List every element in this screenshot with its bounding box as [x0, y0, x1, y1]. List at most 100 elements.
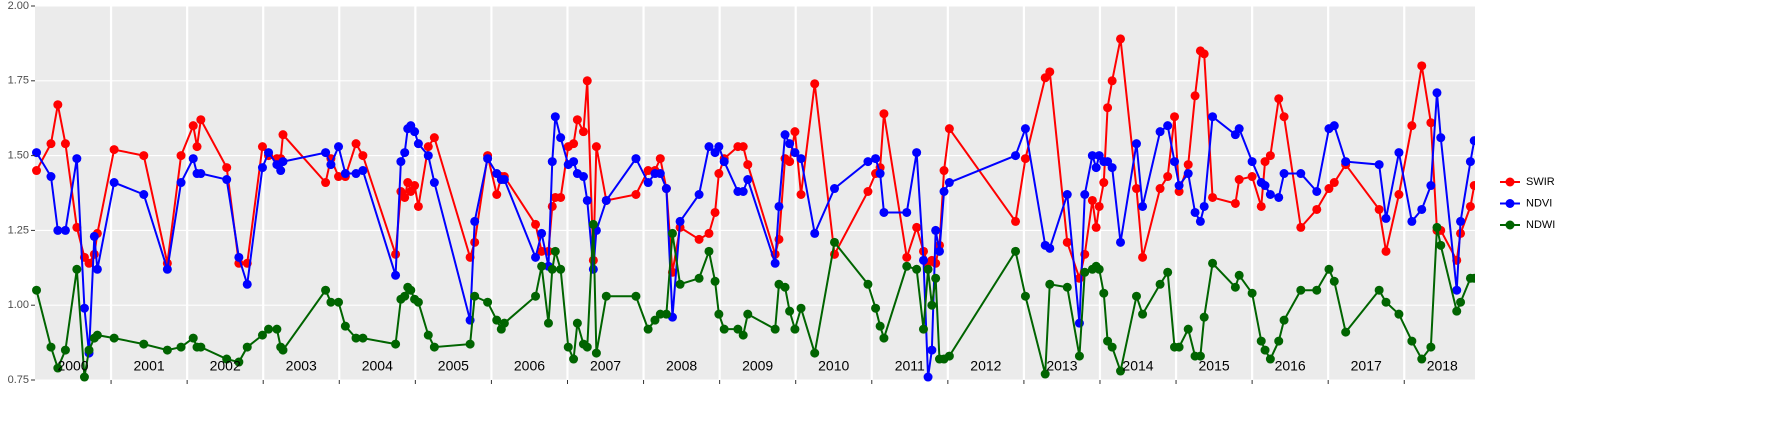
- data-point: [278, 157, 288, 167]
- data-point: [1116, 366, 1126, 376]
- data-point: [413, 297, 423, 307]
- data-point: [790, 148, 800, 158]
- data-point: [84, 258, 94, 268]
- data-point: [242, 279, 252, 289]
- data-point: [1011, 216, 1021, 226]
- data-point: [939, 187, 949, 197]
- data-point: [556, 192, 566, 202]
- data-point: [1155, 184, 1165, 194]
- data-point: [1045, 67, 1055, 77]
- data-point: [1374, 285, 1384, 295]
- data-point: [257, 163, 267, 173]
- data-point: [714, 142, 724, 152]
- data-point: [92, 264, 102, 274]
- data-point: [278, 345, 288, 355]
- data-point: [531, 219, 541, 229]
- data-point: [84, 345, 94, 355]
- legend-label: NDWI: [1526, 219, 1555, 231]
- data-point: [423, 142, 433, 152]
- data-point: [278, 130, 288, 140]
- data-point: [1381, 213, 1391, 223]
- data-point: [1426, 181, 1436, 191]
- data-point: [710, 276, 720, 286]
- data-point: [719, 157, 729, 167]
- data-point: [1020, 124, 1030, 134]
- data-point: [556, 133, 566, 143]
- data-point: [875, 321, 885, 331]
- data-point: [1374, 160, 1384, 170]
- data-point: [391, 339, 401, 349]
- data-point: [1417, 354, 1427, 364]
- data-point: [582, 195, 592, 205]
- data-point: [1131, 291, 1141, 301]
- data-point: [222, 354, 232, 364]
- data-point: [875, 169, 885, 179]
- data-point: [1094, 201, 1104, 211]
- data-point: [1265, 354, 1275, 364]
- data-point: [796, 154, 806, 164]
- data-point: [796, 303, 806, 313]
- data-point: [550, 246, 560, 256]
- data-point: [879, 333, 889, 343]
- data-point: [1020, 154, 1030, 164]
- data-point: [1199, 312, 1209, 322]
- data-point: [109, 333, 119, 343]
- data-point: [1296, 222, 1306, 232]
- data-point: [631, 154, 641, 164]
- year-label: 2000: [57, 358, 88, 374]
- data-point: [1265, 151, 1275, 161]
- data-point: [139, 189, 149, 199]
- year-label: 2005: [438, 358, 469, 374]
- data-point: [1094, 264, 1104, 274]
- data-point: [499, 175, 509, 185]
- data-point: [334, 142, 344, 152]
- data-point: [272, 324, 282, 334]
- y-tick-label: 1.50: [8, 150, 29, 162]
- legend-label: SWIR: [1526, 176, 1555, 188]
- data-point: [810, 228, 820, 238]
- data-point: [785, 157, 795, 167]
- data-point: [276, 166, 286, 176]
- data-point: [543, 318, 553, 328]
- data-point: [569, 157, 579, 167]
- data-point: [1436, 133, 1446, 143]
- data-point: [1103, 103, 1113, 113]
- data-point: [1183, 324, 1193, 334]
- data-point: [1465, 201, 1475, 211]
- data-point: [879, 207, 889, 217]
- data-point: [939, 166, 949, 176]
- data-point: [1296, 285, 1306, 295]
- data-point: [60, 345, 70, 355]
- data-point: [912, 148, 922, 158]
- data-point: [694, 189, 704, 199]
- data-point: [871, 154, 881, 164]
- data-point: [569, 139, 579, 149]
- data-point: [483, 297, 493, 307]
- year-label: 2017: [1351, 358, 1382, 374]
- data-point: [1247, 157, 1257, 167]
- data-point: [591, 348, 601, 358]
- data-point: [242, 342, 252, 352]
- data-point: [400, 148, 410, 158]
- data-point: [1107, 163, 1117, 173]
- data-point: [326, 160, 336, 170]
- data-point: [321, 148, 331, 158]
- year-label: 2009: [742, 358, 773, 374]
- data-point: [927, 300, 937, 310]
- data-point: [537, 228, 547, 238]
- data-point: [92, 330, 102, 340]
- data-point: [72, 222, 82, 232]
- data-point: [1080, 189, 1090, 199]
- data-point: [1234, 124, 1244, 134]
- data-point: [1199, 49, 1209, 59]
- data-point: [72, 264, 82, 274]
- data-point: [32, 285, 42, 295]
- data-point: [1062, 237, 1072, 247]
- data-point: [196, 169, 206, 179]
- data-point: [704, 142, 714, 152]
- data-point: [531, 291, 541, 301]
- data-point: [1131, 139, 1141, 149]
- year-label: 2013: [1046, 358, 1077, 374]
- data-point: [770, 324, 780, 334]
- data-point: [591, 142, 601, 152]
